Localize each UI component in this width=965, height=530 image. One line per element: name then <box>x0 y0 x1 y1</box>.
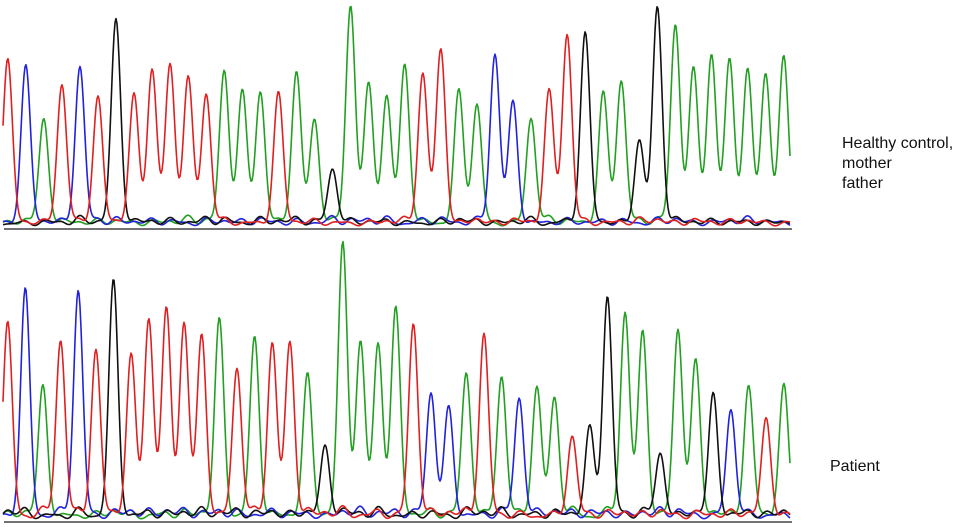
patient-chromatogram <box>2 240 792 523</box>
trace-adenine <box>2 240 791 520</box>
trace-guanine <box>2 279 791 520</box>
trace-thymine <box>2 306 791 520</box>
control-panel-label: Healthy control, mother father <box>842 134 962 194</box>
patient-panel-label: Patient <box>830 457 880 477</box>
trace-cytosine <box>2 287 791 520</box>
trace-guanine <box>2 6 791 227</box>
trace-thymine <box>2 33 791 227</box>
patient-label-line-1: Patient <box>830 458 880 475</box>
trace-cytosine <box>2 53 791 227</box>
control-label-line-1: Healthy control, <box>842 135 954 152</box>
control-label-line-3: father <box>842 175 883 192</box>
control-chromatogram <box>2 5 792 230</box>
control-label-line-2: mother <box>842 155 892 172</box>
